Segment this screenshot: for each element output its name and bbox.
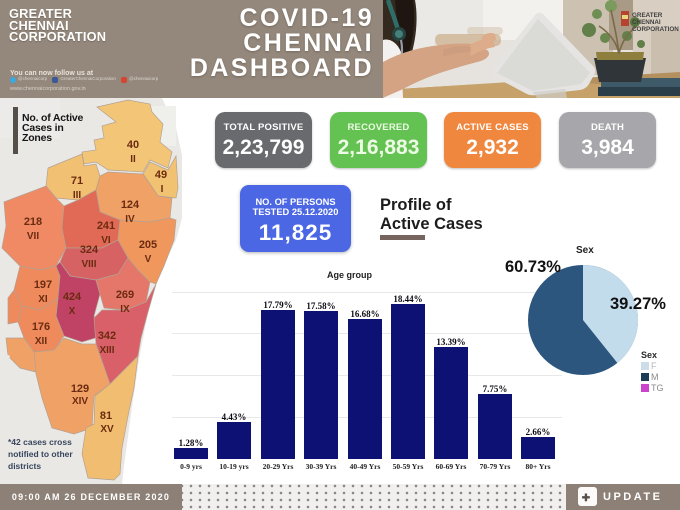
svg-text:II: II (130, 154, 136, 165)
svg-text:241: 241 (97, 220, 115, 232)
svg-text:IX: IX (120, 304, 130, 315)
svg-text:XI: XI (38, 294, 48, 305)
svg-text:218: 218 (24, 216, 42, 228)
svg-text:IV: IV (125, 214, 135, 225)
svg-text:VI: VI (101, 235, 111, 246)
svg-text:V: V (145, 254, 152, 265)
svg-text:XIV: XIV (72, 396, 88, 407)
svg-text:I: I (161, 184, 164, 195)
svg-text:40: 40 (127, 139, 139, 151)
svg-text:XII: XII (35, 336, 47, 347)
svg-text:CHENNAI: CHENNAI (632, 19, 661, 26)
svg-text:GREATER: GREATER (632, 12, 663, 19)
svg-text:VIII: VIII (81, 259, 96, 270)
svg-text:XIII: XIII (99, 345, 114, 356)
svg-text:III: III (73, 190, 82, 201)
svg-text:VII: VII (27, 231, 39, 242)
svg-text:342: 342 (98, 330, 116, 342)
svg-text:129: 129 (71, 383, 89, 395)
svg-text:CORPORATION: CORPORATION (632, 26, 679, 33)
svg-text:269: 269 (116, 289, 134, 301)
svg-text:197: 197 (34, 279, 52, 291)
svg-text:49: 49 (155, 169, 167, 181)
svg-text:424: 424 (63, 291, 82, 303)
svg-text:71: 71 (71, 175, 83, 187)
svg-text:81: 81 (100, 410, 112, 422)
svg-text:124: 124 (121, 199, 140, 211)
svg-text:176: 176 (32, 321, 50, 333)
svg-text:324: 324 (80, 244, 99, 256)
svg-text:XV: XV (100, 424, 114, 435)
svg-text:205: 205 (139, 239, 157, 251)
svg-text:X: X (69, 306, 76, 317)
